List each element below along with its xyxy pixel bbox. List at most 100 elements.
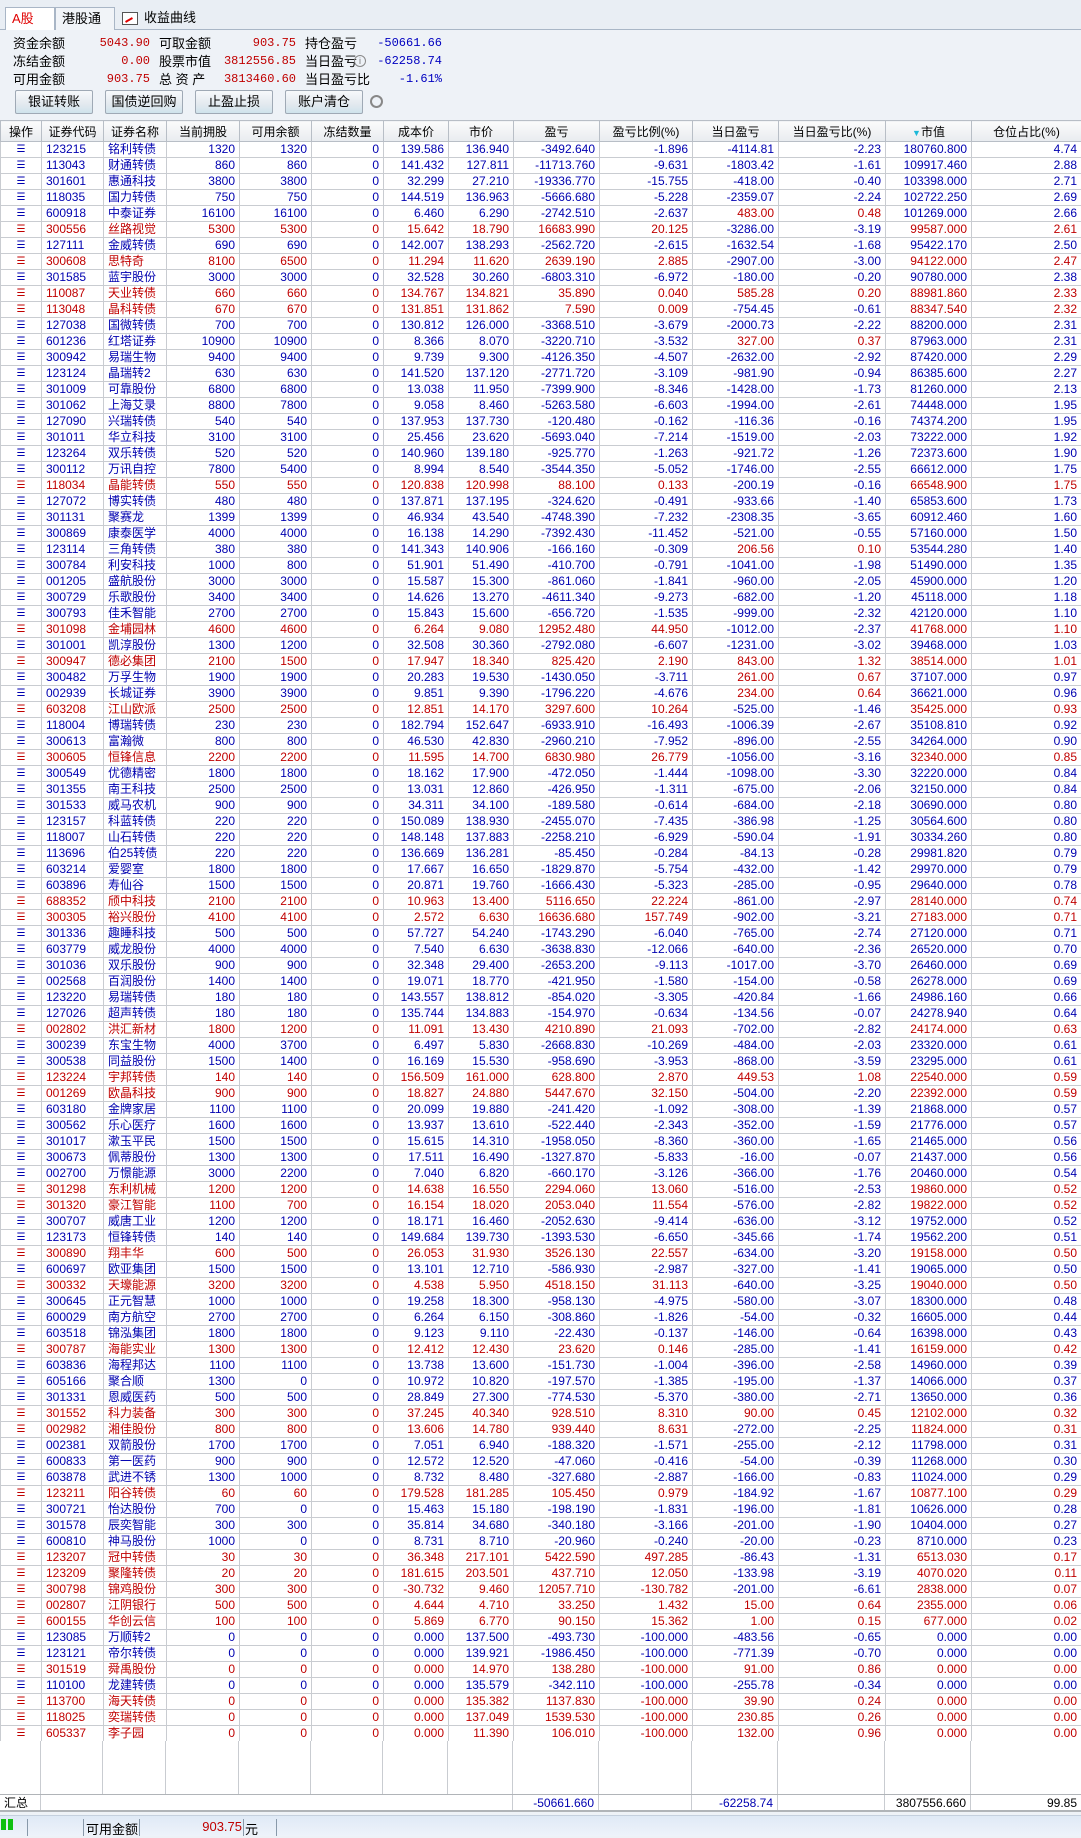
row-menu-icon[interactable]: ☰ [1, 1102, 42, 1118]
row-menu-icon[interactable]: ☰ [1, 1662, 42, 1678]
row-menu-icon[interactable]: ☰ [1, 526, 42, 542]
row-menu-icon[interactable]: ☰ [1, 1678, 42, 1694]
row-menu-icon[interactable]: ☰ [1, 718, 42, 734]
bank-transfer-button[interactable]: 银证转账 [15, 90, 93, 114]
row-menu-icon[interactable]: ☰ [1, 1054, 42, 1070]
row-menu-icon[interactable]: ☰ [1, 814, 42, 830]
row-menu-icon[interactable]: ☰ [1, 734, 42, 750]
row-menu-icon[interactable]: ☰ [1, 1726, 42, 1742]
row-menu-icon[interactable]: ☰ [1, 190, 42, 206]
row-menu-icon[interactable]: ☰ [1, 1518, 42, 1534]
row-menu-icon[interactable]: ☰ [1, 366, 42, 382]
row-menu-icon[interactable]: ☰ [1, 766, 42, 782]
column-header-frozen[interactable]: 冻结数量 [312, 121, 384, 142]
row-menu-icon[interactable]: ☰ [1, 1086, 42, 1102]
row-menu-icon[interactable]: ☰ [1, 1262, 42, 1278]
row-menu-icon[interactable]: ☰ [1, 1022, 42, 1038]
row-menu-icon[interactable]: ☰ [1, 846, 42, 862]
row-menu-icon[interactable]: ☰ [1, 590, 42, 606]
row-menu-icon[interactable]: ☰ [1, 510, 42, 526]
row-menu-icon[interactable]: ☰ [1, 638, 42, 654]
row-menu-icon[interactable]: ☰ [1, 1326, 42, 1342]
row-menu-icon[interactable]: ☰ [1, 1550, 42, 1566]
clear-positions-button[interactable]: 账户清仓 [285, 90, 363, 114]
row-menu-icon[interactable]: ☰ [1, 1566, 42, 1582]
row-menu-icon[interactable]: ☰ [1, 1710, 42, 1726]
row-menu-icon[interactable]: ☰ [1, 1166, 42, 1182]
row-menu-icon[interactable]: ☰ [1, 574, 42, 590]
column-header-code[interactable]: 证券代码 [42, 121, 104, 142]
row-menu-icon[interactable]: ☰ [1, 1694, 42, 1710]
row-menu-icon[interactable]: ☰ [1, 430, 42, 446]
row-menu-icon[interactable]: ☰ [1, 494, 42, 510]
row-menu-icon[interactable]: ☰ [1, 750, 42, 766]
row-menu-icon[interactable]: ☰ [1, 606, 42, 622]
row-menu-icon[interactable]: ☰ [1, 670, 42, 686]
row-menu-icon[interactable]: ☰ [1, 206, 42, 222]
column-header-day-pl[interactable]: 当日盈亏 [693, 121, 779, 142]
row-menu-icon[interactable]: ☰ [1, 1454, 42, 1470]
row-menu-icon[interactable]: ☰ [1, 1438, 42, 1454]
row-menu-icon[interactable]: ☰ [1, 878, 42, 894]
row-menu-icon[interactable]: ☰ [1, 1374, 42, 1390]
row-menu-icon[interactable]: ☰ [1, 830, 42, 846]
row-menu-icon[interactable]: ☰ [1, 1406, 42, 1422]
column-header-name[interactable]: 证券名称 [104, 121, 167, 142]
tab-a-shares[interactable]: A股 [5, 7, 55, 30]
row-menu-icon[interactable]: ☰ [1, 542, 42, 558]
row-menu-icon[interactable]: ☰ [1, 318, 42, 334]
row-menu-icon[interactable]: ☰ [1, 654, 42, 670]
row-menu-icon[interactable]: ☰ [1, 286, 42, 302]
row-menu-icon[interactable]: ☰ [1, 1502, 42, 1518]
row-menu-icon[interactable]: ☰ [1, 1006, 42, 1022]
row-menu-icon[interactable]: ☰ [1, 1070, 42, 1086]
row-menu-icon[interactable]: ☰ [1, 702, 42, 718]
row-menu-icon[interactable]: ☰ [1, 862, 42, 878]
row-menu-icon[interactable]: ☰ [1, 1614, 42, 1630]
row-menu-icon[interactable]: ☰ [1, 990, 42, 1006]
row-menu-icon[interactable]: ☰ [1, 894, 42, 910]
column-header-holding[interactable]: 当前拥股 [167, 121, 240, 142]
